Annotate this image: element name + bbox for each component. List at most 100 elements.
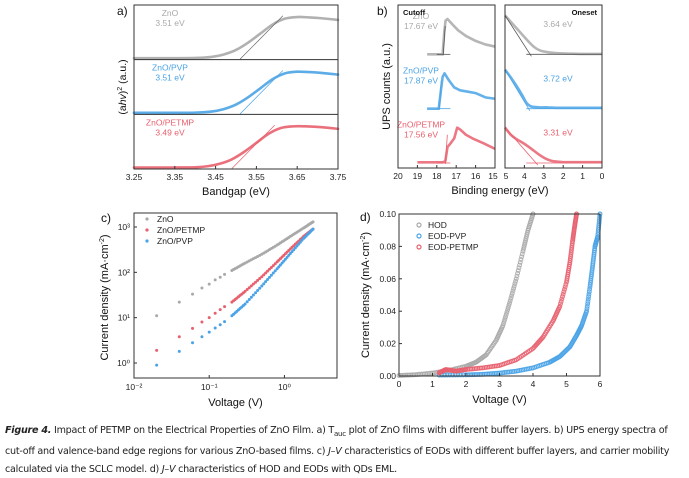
series-label: ZnO	[413, 11, 430, 21]
data-point-zno-pvp	[254, 291, 258, 295]
data-point-zno-petmp	[249, 284, 253, 288]
legend-label: ZnO/PETMP	[157, 225, 206, 235]
data-point-eod-pvp	[587, 286, 593, 292]
y-tick-label: 10⁰	[117, 358, 130, 368]
onset-value: 3.72 eV	[543, 73, 573, 83]
data-point-hod	[502, 316, 508, 322]
data-point-zno-pvp	[269, 273, 273, 277]
y-tick-label: 0.00	[379, 371, 396, 381]
series-label: ZnO/PETMP	[397, 120, 446, 130]
tangent-fit-line	[239, 70, 284, 115]
data-point-zno-pvp	[251, 293, 255, 297]
cutoff-value: 17.87 eV	[404, 75, 438, 85]
legend-label: ZnO	[157, 214, 174, 224]
x-tick-label: 6	[598, 379, 603, 389]
panel-c-jv-log: c) 10⁻² 10⁻¹ 10⁰ 10⁰ 10¹ 10² 10³ Voltage (V) Curr…	[99, 211, 338, 409]
data-point-eod-pvp	[596, 220, 602, 226]
data-point-hod	[511, 283, 517, 289]
legend-marker	[416, 233, 422, 239]
data-point-zno-petmp	[267, 267, 271, 271]
data-point-zno-pvp	[191, 341, 195, 345]
data-point-hod	[509, 290, 515, 296]
data-point-zno-pvp	[262, 282, 266, 286]
caption-line-1: Figure 4. Impact of PETMP on the Electri…	[5, 422, 687, 443]
data-point-zno-petmp	[271, 264, 275, 268]
x-tick-label: 0	[397, 379, 402, 389]
panel-label-d: d)	[360, 210, 371, 224]
data-point-zno-pvp	[245, 300, 249, 304]
data-point-hod	[523, 238, 528, 244]
data-point-hod	[517, 259, 523, 265]
x-tick-label: 3.35	[167, 172, 184, 182]
panel-d-jv-linear: d) 0 1 2 3 4 5 6 0.00 0.02 0.04 0.06 0.08 0.10 Voltage…	[360, 209, 603, 406]
x-tick-label: 10⁻²	[126, 382, 143, 392]
data-point-zno-pvp	[311, 227, 315, 231]
x-tick-label: 4	[522, 171, 527, 181]
data-point-hod	[521, 246, 526, 252]
data-point-zno	[191, 292, 195, 296]
data-point-hod	[520, 248, 526, 254]
caption-text: Impact of PETMP on the Electrical Proper…	[51, 425, 334, 436]
data-point-eod-petmp	[558, 301, 563, 307]
data-point-zno-petmp	[207, 316, 211, 320]
x-tick-label: 3.65	[289, 172, 306, 182]
data-point-zno	[177, 300, 181, 304]
data-point-eod-pvp	[584, 308, 590, 314]
data-point-hod	[505, 305, 511, 311]
data-point-zno-pvp	[207, 330, 211, 334]
legend-label: HOD	[428, 220, 447, 230]
legend-marker	[145, 228, 149, 232]
data-point-zno-pvp	[243, 302, 247, 306]
data-point-zno-petmp	[260, 275, 264, 279]
tangent-fit-line	[239, 15, 284, 60]
cutoff-fit-line	[438, 80, 442, 110]
tangent-fit-line	[231, 124, 276, 169]
data-point-eod-pvp	[586, 291, 592, 297]
data-point-zno-pvp	[267, 275, 271, 279]
x-tick-label: 5	[564, 379, 569, 389]
data-point-zno	[223, 272, 227, 276]
x-tick-label: 4	[531, 379, 536, 389]
y-tick-label: 0.04	[379, 306, 396, 316]
data-point-zno	[155, 314, 159, 318]
data-point-hod	[501, 318, 507, 324]
data-point-zno-petmp	[177, 335, 181, 339]
x-tick-label: 2	[464, 379, 469, 389]
y-tick-label: 10³	[118, 222, 130, 232]
x-tick-label: 1	[430, 379, 435, 389]
x-tick-label: 2	[561, 171, 566, 181]
data-point-zno-petmp	[258, 277, 262, 281]
subplot-title-onset: Oneset	[572, 8, 598, 17]
caption-line-2: cut-off and valence-band edge regions fo…	[5, 443, 687, 461]
y-tick-label: 10²	[118, 267, 130, 277]
y-axis-label: Current density (mA·cm-2)	[360, 232, 372, 358]
data-point-eod-pvp	[444, 372, 450, 378]
x-tick-label: 17	[451, 171, 461, 181]
cutoff-value: 17.56 eV	[404, 130, 438, 140]
data-point-zno-petmp	[262, 273, 266, 277]
data-point-zno-pvp	[260, 284, 264, 288]
data-point-zno-petmp	[269, 265, 273, 269]
ups-onset-curve-zno-petmp	[503, 126, 602, 164]
data-point-hod	[524, 231, 530, 237]
data-point-hod	[504, 309, 510, 315]
data-point-eod-petmp	[560, 291, 566, 297]
data-point-eod-pvp	[458, 372, 464, 378]
data-point-hod	[516, 265, 522, 271]
data-point-hod	[509, 293, 515, 299]
data-point-eod-pvp	[585, 299, 591, 304]
data-point-hod	[510, 288, 516, 294]
x-tick-label: 16	[471, 171, 481, 181]
data-point-zno	[218, 275, 222, 279]
caption-text: characteristics of EODs with different b…	[341, 446, 670, 458]
data-point-zno-pvp	[271, 271, 275, 275]
data-point-zno-petmp	[245, 288, 249, 292]
data-point-zno-petmp	[155, 348, 159, 352]
data-point-zno-petmp	[256, 278, 260, 282]
y-axis-label: UPS counts (a.u.)	[381, 43, 393, 130]
tauc-curve-zno-pvp	[132, 70, 340, 115]
data-point-eod-petmp	[559, 296, 565, 302]
data-point-eod-petmp	[562, 286, 567, 292]
data-point-hod	[518, 257, 524, 262]
